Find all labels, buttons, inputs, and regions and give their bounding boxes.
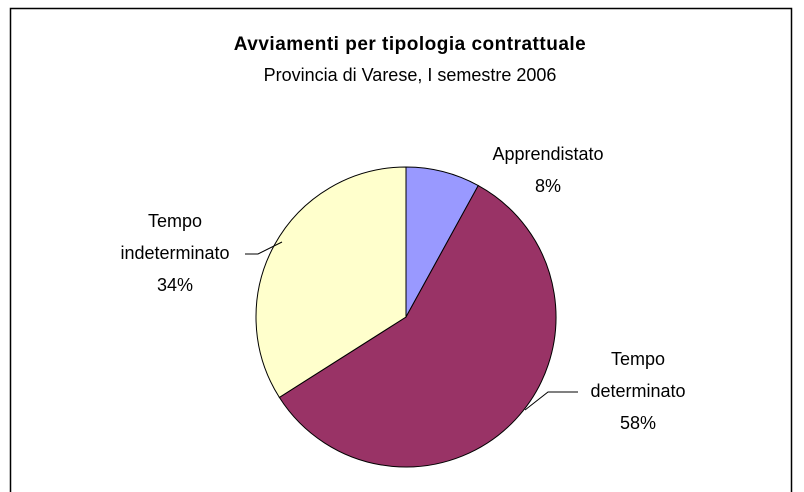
leader-line (245, 241, 283, 255)
slice-value-label: 58% (620, 413, 656, 433)
slice-label: Apprendistato 8% (492, 144, 603, 196)
slice-name: Tempo indeterminato (120, 211, 229, 263)
slice-name-line: Tempo (611, 349, 665, 369)
slice-value-label: 34% (157, 275, 193, 295)
slice-label: Tempo indeterminato 34% (120, 211, 229, 295)
pie-slice (278, 184, 557, 468)
leader-line (524, 391, 578, 411)
slice-name-line: indeterminato (120, 243, 229, 263)
chart-subtitle: Provincia di Varese, I semestre 2006 (264, 65, 557, 85)
slice-name-line: Tempo (148, 211, 202, 231)
slice-name-line: determinato (590, 381, 685, 401)
chart-title: Avviamenti per tipologia contrattuale (234, 34, 586, 55)
slice-name: Apprendistato (492, 144, 603, 164)
slice-value-label: 8% (535, 176, 561, 196)
slice-label: Tempo determinato 58% (590, 349, 685, 433)
pie-slice (255, 166, 407, 399)
slice-name: Tempo determinato (590, 349, 685, 401)
